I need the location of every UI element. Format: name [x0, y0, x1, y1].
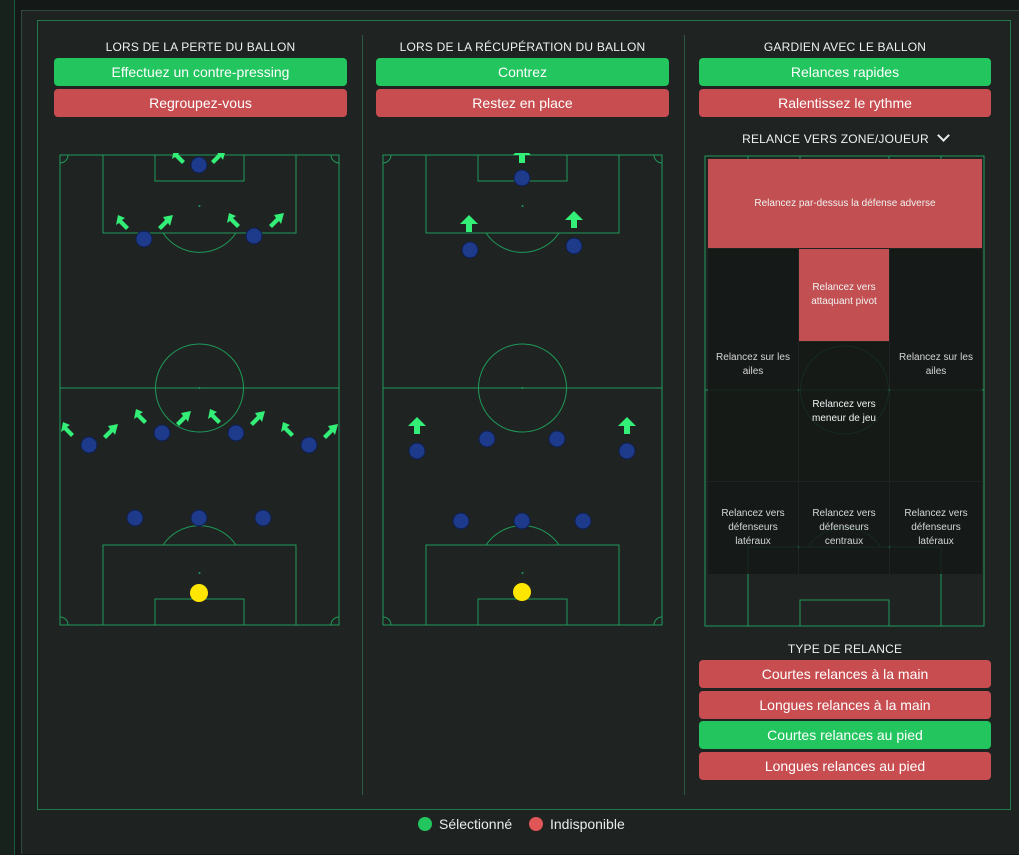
- legend-selected: Sélectionné: [418, 816, 512, 832]
- pitch-lost-ball: [59, 153, 340, 626]
- counter-attack-button[interactable]: Contrez: [376, 58, 669, 86]
- players: [408, 169, 636, 530]
- goalkeeper-marker: [190, 584, 208, 602]
- short-kick-button[interactable]: Courtes relances au pied: [699, 721, 991, 749]
- quick-distribution-button[interactable]: Relances rapides: [699, 58, 991, 86]
- legend-unavailable: Indisponible: [529, 816, 625, 832]
- left-edge-strip: [0, 0, 15, 855]
- zone-wings-left[interactable]: Relancez sur les ailes: [708, 249, 798, 481]
- counter-press-button[interactable]: Effectuez un contre-pressing: [54, 58, 347, 86]
- recovery-title: LORS DE LA RÉCUPÉRATION DU BALLON: [399, 40, 646, 54]
- lost-ball-title: LORS DE LA PERTE DU BALLON: [105, 40, 296, 54]
- unavailable-dot-icon: [529, 817, 543, 831]
- zone-fullbacks-left[interactable]: Relancez vers défenseurs latéraux: [708, 482, 798, 574]
- zone-playmaker[interactable]: Relancez vers meneur de jeu: [799, 342, 889, 481]
- long-throw-button[interactable]: Longues relances à la main: [699, 691, 991, 719]
- goalkeeper-marker: [513, 583, 531, 601]
- zone-fullbacks-right[interactable]: Relancez vers défenseurs latéraux: [890, 482, 982, 574]
- regroup-button[interactable]: Regroupez-vous: [54, 89, 347, 117]
- hold-shape-button[interactable]: Restez en place: [376, 89, 669, 117]
- pitch-recovery: [382, 153, 663, 626]
- zone-wings-right[interactable]: Relancez sur les ailes: [890, 249, 982, 481]
- counter-arrows: [408, 153, 636, 434]
- legend-unavailable-label: Indisponible: [550, 816, 625, 832]
- column-divider: [684, 35, 685, 795]
- long-kick-button[interactable]: Longues relances au pied: [699, 752, 991, 780]
- chevron-down-icon: [937, 129, 950, 142]
- distribution-dropdown-label: RELANCE VERS ZONE/JOUEUR: [742, 132, 929, 146]
- column-divider: [362, 35, 363, 795]
- slow-pace-button[interactable]: Ralentissez le rythme: [699, 89, 991, 117]
- short-throw-button[interactable]: Courtes relances à la main: [699, 660, 991, 688]
- zone-over-defense: Relancez par-dessus la défense adverse: [708, 159, 982, 248]
- players: [80, 156, 318, 527]
- legend-selected-label: Sélectionné: [439, 816, 513, 832]
- zone-target-man: Relancez vers attaquant pivot: [799, 249, 889, 341]
- distribution-type-title: TYPE DE RELANCE: [787, 642, 903, 656]
- zone-center-backs[interactable]: Relancez vers défenseurs centraux: [799, 482, 889, 574]
- goalkeeper-title: GARDIEN AVEC LE BALLON: [763, 40, 927, 54]
- distribution-dropdown[interactable]: RELANCE VERS ZONE/JOUEUR: [699, 129, 991, 146]
- press-arrows: [61, 153, 338, 439]
- selected-dot-icon: [418, 817, 432, 831]
- distribution-zones-pitch: Relancez par-dessus la défense adverse R…: [704, 155, 986, 627]
